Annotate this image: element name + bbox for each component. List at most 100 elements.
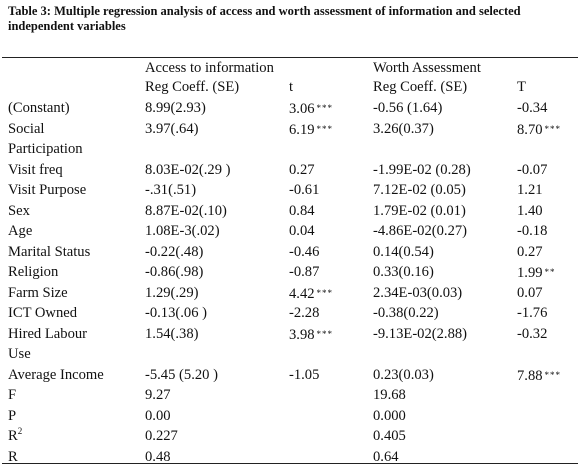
access-t-cell: 0.27 [289, 162, 315, 179]
worth-t-cell: 0.07 [517, 285, 543, 302]
worth-t-cell: -0.18 [517, 223, 547, 240]
access-t-cell: -0.87 [289, 264, 319, 281]
row-label: P [8, 407, 17, 424]
row-label: R2 [8, 426, 23, 445]
access-coeff-cell: 0.48 [145, 448, 171, 465]
worth-coeff-cell: 19.68 [373, 387, 406, 403]
group-header-worth: Worth Assessment [373, 60, 481, 76]
worth-t-cell: -1.76 [517, 305, 547, 322]
row-label-cont: Use [8, 346, 31, 362]
access-coeff-cell: -.31(.51) [145, 182, 197, 198]
row-label: Social [8, 120, 45, 137]
worth-coeff-cell: 0.33(0.16) [373, 264, 434, 280]
superscript: 2 [17, 426, 23, 436]
row-label: Sex [8, 202, 30, 219]
t-value: -0.32 [517, 325, 548, 342]
t-value: -1.76 [517, 305, 548, 321]
row-label-cont: Participation [8, 141, 83, 157]
worth-t-cell: -0.07 [517, 162, 547, 179]
access-coeff-cell: 8.87E-02(.10) [145, 202, 227, 219]
t-value: 3.06 [289, 101, 315, 117]
subheader-access-coeff: Reg Coeff. (SE) [145, 79, 240, 95]
worth-t-cell: 0.27 [517, 244, 543, 261]
row-label: Hired Labour [8, 325, 88, 342]
t-value: -0.61 [289, 182, 320, 198]
t-value: 6.19 [289, 121, 315, 138]
worth-t-cell: 1.99 ** [517, 264, 556, 282]
significance-stars: *** [316, 103, 334, 113]
significance-stars: *** [544, 123, 562, 134]
row-label: Average Income [8, 366, 104, 383]
access-coeff-cell: 8.99(2.93) [145, 100, 206, 116]
worth-coeff-cell: -4.86E-02(0.27) [373, 223, 468, 239]
access-coeff-cell: -0.22(.48) [145, 243, 204, 260]
access-t-cell: 0.84 [289, 203, 315, 220]
access-t-cell: -1.05 [289, 367, 319, 384]
worth-coeff-cell: -1.99E-02 (0.28) [373, 161, 471, 178]
t-value: -0.07 [517, 161, 548, 178]
row-label-text: R [8, 428, 18, 444]
worth-t-cell: 8.70 *** [517, 121, 561, 139]
access-coeff-cell: 1.08E-3(.02) [145, 223, 220, 239]
access-coeff-cell: 3.97(.64) [145, 120, 199, 137]
access-coeff-cell: -0.13(.06 ) [145, 305, 208, 321]
access-t-cell: -0.46 [289, 244, 319, 261]
worth-t-cell: -0.34 [517, 100, 547, 117]
access-t-cell: -2.28 [289, 305, 319, 322]
t-value: 8.70 [517, 121, 543, 138]
t-value: -0.34 [517, 100, 548, 116]
row-label: Visit freq [8, 161, 63, 178]
worth-coeff-cell: 0.000 [373, 407, 406, 424]
subheader-access-t: t [289, 79, 294, 95]
worth-coeff-cell: 7.12E-02 (0.05) [373, 182, 466, 198]
t-value: 0.84 [289, 202, 315, 219]
access-coeff-cell: 1.29(.29) [145, 284, 199, 301]
table-caption: Table 3: Multiple regression analysis of… [8, 4, 521, 33]
worth-t-cell: -0.32 [517, 326, 547, 343]
subheader-worth-t: T [517, 79, 526, 95]
row-label: (Constant) [8, 100, 70, 116]
row-label: Visit Purpose [8, 182, 87, 198]
worth-coeff-cell: 3.26(0.37) [373, 120, 434, 137]
access-t-cell: -0.61 [289, 182, 319, 199]
t-value: 1.40 [517, 202, 543, 219]
t-value: 1.99 [517, 265, 543, 281]
worth-coeff-cell: 0.64 [373, 448, 399, 465]
significance-stars: *** [316, 123, 334, 134]
worth-t-cell: 1.21 [517, 182, 543, 199]
t-value: 7.88 [517, 367, 543, 384]
table-bottom-rule [2, 463, 578, 464]
t-value: -2.28 [289, 305, 320, 321]
t-value: -0.46 [289, 243, 320, 260]
t-value: 1.21 [517, 182, 543, 198]
table-top-rule [2, 57, 578, 58]
t-value: -0.18 [517, 223, 548, 239]
subheader-worth-coeff: Reg Coeff. (SE) [373, 79, 468, 95]
worth-coeff-cell: -0.38(0.22) [373, 305, 439, 321]
significance-stars: *** [316, 328, 334, 339]
access-coeff-cell: 0.00 [145, 407, 171, 424]
access-coeff-cell: -0.86(.98) [145, 264, 204, 280]
access-coeff-cell: 0.227 [145, 428, 178, 444]
access-t-cell: 0.04 [289, 223, 315, 240]
access-t-cell: 3.06 *** [289, 100, 333, 118]
t-value: 0.04 [289, 223, 315, 239]
worth-coeff-cell: 2.34E-03(0.03) [373, 284, 463, 301]
row-label: Religion [8, 264, 59, 280]
worth-coeff-cell: 0.405 [373, 428, 406, 444]
access-t-cell: 6.19 *** [289, 121, 333, 139]
t-value: 0.27 [289, 161, 315, 178]
row-label: Farm Size [8, 284, 68, 301]
t-value: 0.07 [517, 284, 543, 301]
t-value: 3.98 [289, 326, 315, 343]
worth-t-cell: 7.88 *** [517, 367, 561, 385]
significance-stars: *** [544, 369, 562, 380]
worth-t-cell: 1.40 [517, 203, 543, 220]
access-t-cell: 4.42 *** [289, 285, 333, 303]
access-t-cell: 3.98 *** [289, 326, 333, 344]
group-header-access: Access to information [145, 60, 274, 76]
t-value: -0.87 [289, 264, 320, 280]
row-label: ICT Owned [8, 305, 78, 321]
worth-coeff-cell: -0.56 (1.64) [373, 100, 443, 116]
significance-stars: *** [316, 287, 334, 298]
